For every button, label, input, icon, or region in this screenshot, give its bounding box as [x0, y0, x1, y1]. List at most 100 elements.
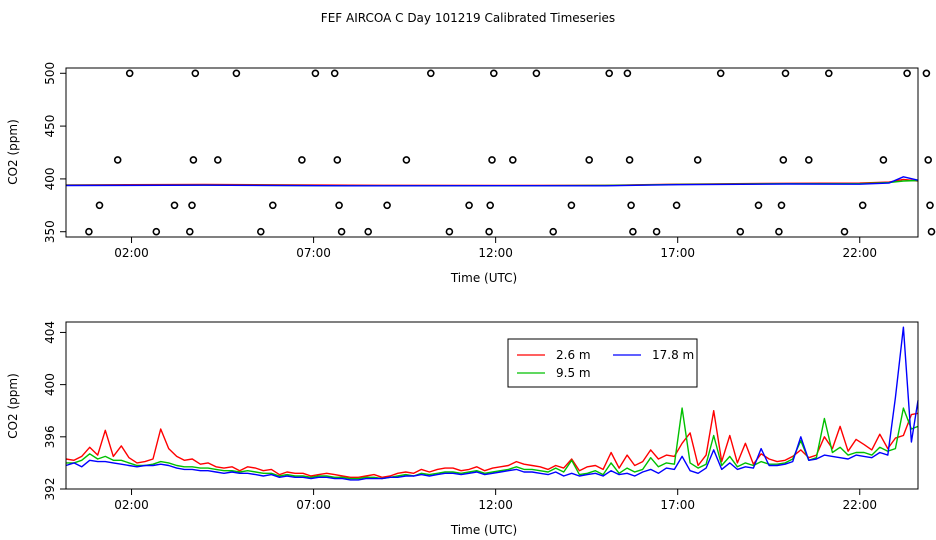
- data-point: [268, 201, 277, 210]
- data-point: [585, 156, 594, 164]
- data-point: [549, 227, 558, 236]
- data-point: [256, 227, 265, 236]
- legend: 2.6 m 17.8 m 9.5 m: [507, 338, 698, 388]
- data-point: [567, 201, 576, 210]
- bottom-panel: 02:00 07:00 12:00 17:00 22:00 392 396 400 404 T…: [6, 321, 919, 537]
- data-point: [465, 201, 473, 210]
- data-point: [170, 201, 179, 210]
- data-point: [152, 227, 161, 236]
- data-point: [903, 69, 911, 78]
- data-point: [426, 69, 435, 78]
- x-tick-label: 12:00: [478, 246, 513, 260]
- data-point: [486, 201, 495, 210]
- x-tick-label: 07:00: [296, 498, 331, 512]
- data-point: [333, 156, 342, 164]
- data-point: [779, 156, 788, 164]
- data-point: [188, 201, 196, 210]
- data-point: [311, 69, 320, 78]
- data-point: [191, 69, 200, 78]
- x-tick-label: 12:00: [478, 498, 513, 512]
- bottom-y-axis-label: CO2 (ppm): [6, 373, 20, 439]
- y-tick-label: 350: [43, 220, 57, 243]
- data-point: [924, 156, 933, 164]
- data-point: [629, 227, 637, 236]
- top-plot-frame: [65, 67, 919, 238]
- bottom-plot-region: [65, 326, 919, 481]
- x-tick-label: 22:00: [842, 246, 877, 260]
- top-y-axis-label: CO2 (ppm): [6, 119, 20, 185]
- data-point: [627, 201, 635, 210]
- y-tick-label: 396: [43, 425, 57, 448]
- data-point: [402, 156, 411, 164]
- data-point: [335, 201, 343, 210]
- data-point: [625, 156, 634, 164]
- x-tick-label: 17:00: [660, 246, 695, 260]
- top-y-axis: 350 400 450 500: [43, 62, 67, 243]
- data-point: [113, 156, 122, 164]
- x-tick-label: 17:00: [660, 498, 695, 512]
- bottom-x-axis: 02:00 07:00 12:00 17:00 22:00: [114, 488, 877, 512]
- series-line-17-8-m: [65, 176, 919, 187]
- data-point: [652, 227, 661, 236]
- data-point: [754, 201, 763, 210]
- x-tick-label: 07:00: [296, 246, 331, 260]
- data-point: [927, 227, 936, 236]
- data-point: [298, 156, 306, 164]
- bottom-x-axis-label: Time (UTC): [450, 523, 517, 537]
- data-point: [693, 156, 702, 164]
- data-point: [781, 69, 790, 78]
- y-tick-label: 400: [43, 373, 57, 396]
- data-point: [488, 156, 496, 164]
- data-point: [532, 69, 541, 78]
- data-point: [840, 227, 849, 236]
- data-point: [605, 69, 614, 78]
- data-point: [232, 69, 241, 78]
- data-point: [189, 156, 198, 164]
- x-tick-label: 22:00: [842, 498, 877, 512]
- data-point: [186, 227, 194, 236]
- top-plot-region: [65, 69, 936, 236]
- top-x-axis: 02:00 07:00 12:00 17:00 22:00: [114, 236, 877, 260]
- top-panel: 02:00 07:00 12:00 17:00 22:00 350 400 450 500 T…: [6, 62, 936, 285]
- data-point: [383, 201, 391, 210]
- data-point: [858, 201, 867, 210]
- series-line-17-8-m: [65, 326, 919, 481]
- data-point: [125, 69, 134, 78]
- y-tick-label: 450: [43, 115, 57, 138]
- legend-box: [507, 338, 698, 388]
- bottom-plot-frame: [65, 321, 919, 490]
- legend-label-2-6m: 2.6 m: [556, 348, 591, 362]
- data-point: [736, 227, 745, 236]
- data-point: [922, 69, 931, 78]
- data-point: [85, 227, 93, 236]
- series-line-2-6-m: [65, 410, 919, 478]
- data-point: [777, 201, 786, 210]
- data-point: [926, 201, 934, 210]
- data-point: [508, 156, 517, 164]
- data-point: [824, 69, 833, 78]
- bottom-y-axis: 392 396 400 404: [43, 321, 67, 501]
- data-point: [879, 156, 888, 164]
- data-point: [445, 227, 454, 236]
- chart-title: FEF AIRCOA C Day 101219 Calibrated Times…: [321, 11, 615, 25]
- y-tick-label: 400: [43, 167, 57, 190]
- data-point: [364, 227, 373, 236]
- data-point: [804, 156, 813, 164]
- data-point: [330, 69, 339, 78]
- data-point: [489, 69, 498, 78]
- data-point: [716, 69, 725, 78]
- data-point: [672, 201, 681, 210]
- x-tick-label: 02:00: [114, 246, 149, 260]
- x-tick-label: 02:00: [114, 498, 149, 512]
- series-line-9-5-m: [66, 407, 919, 480]
- y-tick-label: 392: [43, 478, 57, 501]
- legend-label-9-5m: 9.5 m: [556, 366, 591, 380]
- data-point: [775, 227, 783, 236]
- y-tick-label: 500: [43, 62, 57, 85]
- y-tick-label: 404: [43, 321, 57, 344]
- data-point: [623, 69, 632, 78]
- data-point: [485, 227, 493, 236]
- data-point: [214, 156, 222, 164]
- top-x-axis-label: Time (UTC): [450, 271, 517, 285]
